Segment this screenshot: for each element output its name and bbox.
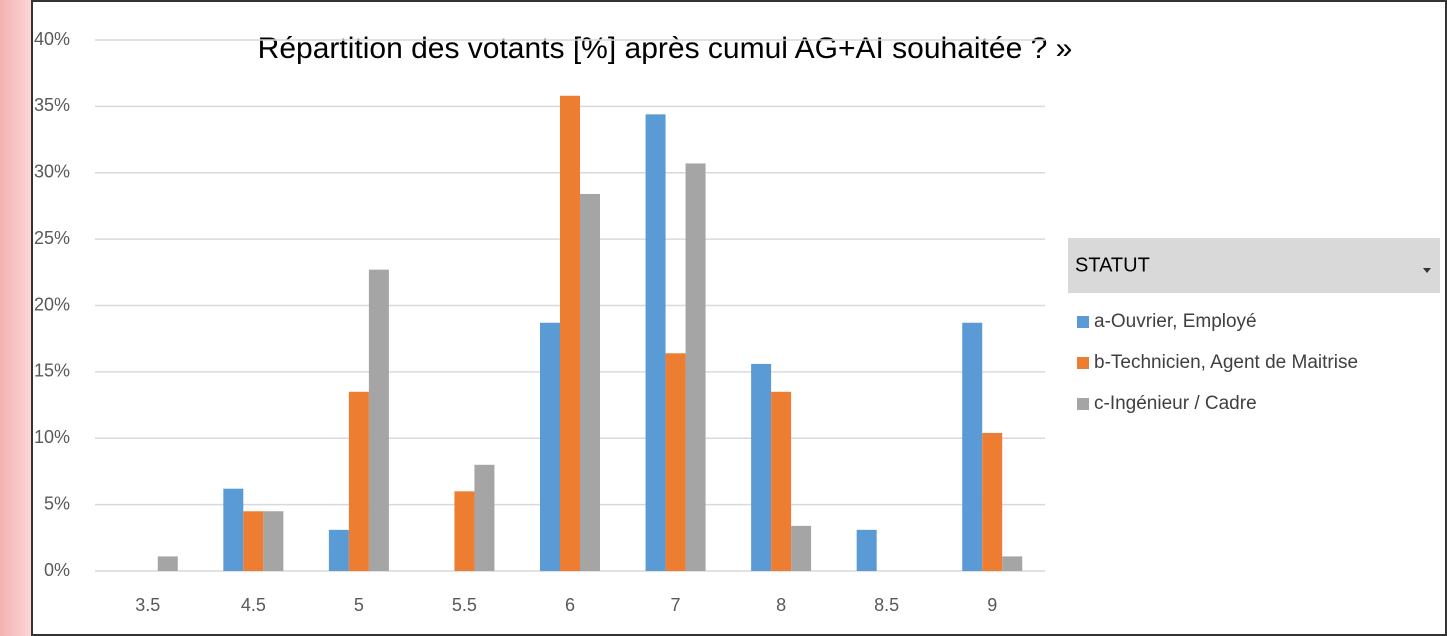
bar xyxy=(157,556,178,571)
y-tick-label: 35% xyxy=(34,95,70,115)
bar xyxy=(982,432,1003,571)
bar xyxy=(751,363,772,571)
legend-header[interactable] xyxy=(1068,238,1440,293)
x-tick-label: 5.5 xyxy=(452,595,477,615)
bar xyxy=(580,193,600,572)
bar xyxy=(454,491,475,571)
bar xyxy=(962,322,983,571)
bar xyxy=(474,464,495,571)
bar xyxy=(560,95,580,571)
bar xyxy=(540,322,560,571)
bar xyxy=(645,114,666,571)
y-tick-label: 5% xyxy=(44,493,70,513)
x-tick-label: 6 xyxy=(565,595,575,615)
bar xyxy=(223,488,244,571)
x-tick-label: 5 xyxy=(354,595,364,615)
x-tick-label: 7 xyxy=(671,595,681,615)
y-tick-label: 0% xyxy=(44,560,70,580)
legend-label: a-Ouvrier, Employé xyxy=(1094,311,1257,332)
legend-swatch xyxy=(1077,316,1089,328)
x-tick-label: 8 xyxy=(776,595,786,615)
y-tick-label: 20% xyxy=(34,294,70,314)
x-tick-label: 9 xyxy=(987,595,997,615)
legend-label: c-Ingénieur / Cadre xyxy=(1094,393,1257,414)
legend-swatch xyxy=(1077,398,1089,410)
bar xyxy=(856,529,877,571)
legend-title: STATUT xyxy=(1075,254,1150,276)
x-tick-label: 8.5 xyxy=(874,595,899,615)
bar xyxy=(348,391,369,571)
y-tick-label: 10% xyxy=(34,427,70,447)
x-tick-label: 3.5 xyxy=(135,595,160,615)
bar xyxy=(263,511,284,571)
x-tick-label: 4.5 xyxy=(241,595,266,615)
y-tick-label: 40% xyxy=(34,29,70,49)
y-tick-label: 30% xyxy=(34,162,70,182)
y-tick-label: 25% xyxy=(34,228,70,248)
bar xyxy=(685,163,706,571)
y-tick-label: 15% xyxy=(34,361,70,381)
dropdown-arrow[interactable] xyxy=(1423,268,1431,273)
bar xyxy=(328,529,349,571)
bar xyxy=(368,269,389,571)
bar xyxy=(771,391,792,571)
bar xyxy=(1002,556,1023,571)
bar xyxy=(243,511,264,571)
bar xyxy=(665,353,686,571)
bar xyxy=(791,525,812,571)
legend-label: b-Technicien, Agent de Maitrise xyxy=(1094,352,1358,373)
chart-title: Répartition des votants [%] après cumul … xyxy=(258,32,1073,65)
legend-swatch xyxy=(1077,357,1089,369)
